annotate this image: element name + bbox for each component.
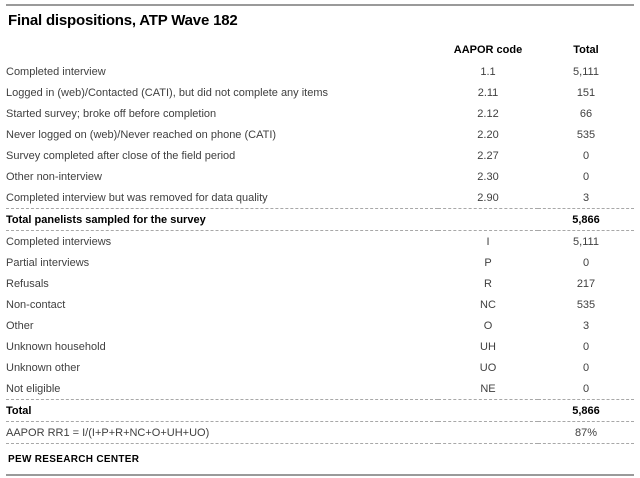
aapor-code-cell: 2.12 — [477, 107, 499, 120]
aapor-code-cell — [438, 399, 538, 422]
aapor-code-cell: UO — [479, 361, 497, 374]
aapor-code-cell: P — [484, 256, 492, 269]
row-label: Refusals — [6, 277, 49, 290]
header-blank — [6, 32, 438, 61]
row-label: Started survey; broke off before complet… — [6, 107, 217, 120]
table-row: AAPOR RR1 = I/(I+P+R+NC+O+UH+UO) 87% — [6, 421, 634, 444]
table-row: Non-contact NC 535 — [6, 294, 634, 315]
table-row: Unknown household UH 0 — [6, 336, 634, 357]
total-cell: 151 — [576, 86, 596, 99]
row-label: Non-contact — [6, 298, 66, 311]
total-cell: 5,866 — [538, 399, 634, 422]
table-row: Never logged on (web)/Never reached on p… — [6, 124, 634, 145]
aapor-code-cell — [438, 421, 538, 444]
total-cell: 3 — [582, 319, 590, 332]
table-header: AAPOR code Total — [6, 32, 634, 61]
table-row: Completed interview but was removed for … — [6, 187, 634, 209]
row-label: Total — [6, 399, 438, 422]
table-row: Not eligible NE 0 — [6, 378, 634, 400]
table-row: Survey completed after close of the fiel… — [6, 145, 634, 166]
total-cell: 0 — [582, 340, 590, 353]
page-title: Final dispositions, ATP Wave 182 — [8, 12, 238, 29]
total-cell: 535 — [576, 298, 596, 311]
aapor-code-cell: 2.11 — [477, 86, 499, 99]
aapor-code-cell: 2.20 — [477, 128, 499, 141]
total-cell: 535 — [576, 128, 596, 141]
total-cell: 87% — [538, 421, 634, 444]
aapor-code-cell: UH — [480, 340, 496, 353]
aapor-code-cell — [438, 208, 538, 231]
table-row: Logged in (web)/Contacted (CATI), but di… — [6, 82, 634, 103]
aapor-code-cell: 2.30 — [477, 170, 499, 183]
row-label: Completed interviews — [6, 235, 112, 248]
table-row: Completed interviews I 5,111 — [6, 231, 634, 253]
bottom-rule — [6, 474, 634, 476]
total-cell: 5,866 — [538, 208, 634, 231]
row-label: AAPOR RR1 = I/(I+P+R+NC+O+UH+UO) — [6, 421, 438, 444]
header-total: Total — [573, 44, 599, 56]
aapor-code-cell: 1.1 — [480, 65, 496, 78]
total-cell: 5,111 — [573, 235, 599, 248]
row-label: Unknown other — [6, 361, 80, 374]
row-label: Logged in (web)/Contacted (CATI), but di… — [6, 86, 329, 99]
total-row: Total panelists sampled for the survey 5,… — [6, 208, 634, 231]
row-label: Not eligible — [6, 382, 61, 395]
row-label: Survey completed after close of the fiel… — [6, 149, 236, 162]
row-label: Partial interviews — [6, 256, 90, 269]
source-attribution: PEW RESEARCH CENTER — [8, 454, 140, 465]
row-label: Completed interview — [6, 65, 106, 78]
row-label: Other — [6, 319, 34, 332]
aapor-code-cell: 2.27 — [477, 149, 499, 162]
aapor-code-cell: 2.90 — [477, 191, 499, 204]
row-label: Other non-interview — [6, 170, 102, 183]
table-figure: Final dispositions, ATP Wave 182 AAPOR c… — [0, 4, 640, 476]
aapor-code-cell: NC — [480, 298, 496, 311]
header-row: AAPOR code Total — [6, 32, 634, 61]
aapor-code-cell: R — [484, 277, 492, 290]
table-row: Completed interview 1.1 5,111 — [6, 61, 634, 82]
total-cell: 5,111 — [573, 65, 599, 78]
header-aapor-code: AAPOR code — [453, 44, 523, 56]
table-row: Partial interviews P 0 — [6, 252, 634, 273]
table-row: Other O 3 — [6, 315, 634, 336]
total-cell: 0 — [582, 361, 590, 374]
total-cell: 0 — [582, 170, 590, 183]
total-cell: 217 — [576, 277, 596, 290]
aapor-code-cell: I — [486, 235, 490, 248]
total-cell: 0 — [582, 256, 590, 269]
total-cell: 0 — [582, 382, 590, 395]
row-label: Unknown household — [6, 340, 106, 353]
top-rule — [6, 4, 634, 6]
row-label: Completed interview but was removed for … — [6, 191, 268, 204]
table-body: Completed interview 1.1 5,111 Logged in (we… — [6, 61, 634, 444]
table-row: Unknown other UO 0 — [6, 357, 634, 378]
table-row: Other non-interview 2.30 0 — [6, 166, 634, 187]
total-row: Total 5,866 — [6, 399, 634, 422]
aapor-code-cell: NE — [480, 382, 496, 395]
total-cell: 66 — [579, 107, 593, 120]
row-label: Never logged on (web)/Never reached on p… — [6, 128, 277, 141]
total-cell: 3 — [582, 191, 590, 204]
total-cell: 0 — [582, 149, 590, 162]
dispositions-table: AAPOR code Total Completed interview 1.1 5… — [6, 32, 634, 444]
table-row: Refusals R 217 — [6, 273, 634, 294]
aapor-code-cell: O — [483, 319, 493, 332]
table-row: Started survey; broke off before complet… — [6, 103, 634, 124]
row-label: Total panelists sampled for the survey — [6, 208, 438, 231]
